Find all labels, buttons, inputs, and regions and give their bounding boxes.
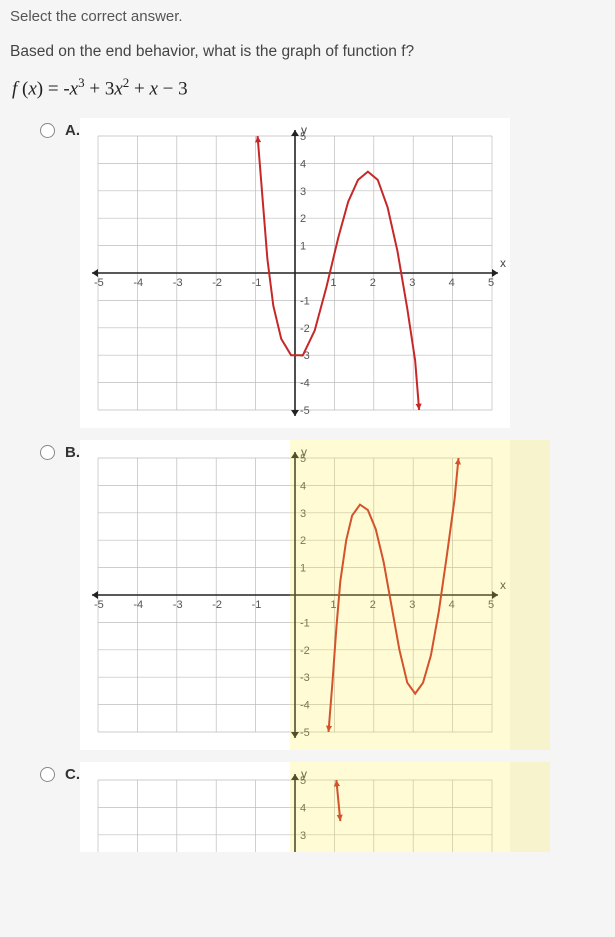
svg-text:y: y xyxy=(301,767,307,781)
svg-text:y: y xyxy=(301,123,307,137)
svg-text:-5: -5 xyxy=(300,727,310,739)
option-a-radio-wrap[interactable]: A. xyxy=(10,118,80,139)
option-a-label: A. xyxy=(65,122,80,139)
svg-text:-1: -1 xyxy=(252,277,262,289)
svg-text:-4: -4 xyxy=(300,700,310,712)
graph-b: -5-4-3-2-112345-5-4-3-2-112345xy xyxy=(80,440,510,750)
radio-icon xyxy=(40,767,55,782)
svg-text:3: 3 xyxy=(409,599,415,611)
option-b-row: B. -5-4-3-2-112345-5-4-3-2-112345xy xyxy=(10,440,605,750)
svg-text:5: 5 xyxy=(488,599,494,611)
svg-text:4: 4 xyxy=(300,481,306,493)
svg-text:-3: -3 xyxy=(300,673,310,685)
option-b-radio-wrap[interactable]: B. xyxy=(10,440,80,461)
svg-text:4: 4 xyxy=(449,599,455,611)
svg-text:1: 1 xyxy=(300,563,306,575)
svg-text:-4: -4 xyxy=(133,277,143,289)
svg-text:-1: -1 xyxy=(252,599,262,611)
svg-text:-1: -1 xyxy=(300,296,310,308)
svg-text:-4: -4 xyxy=(300,378,310,390)
option-c-label: C. xyxy=(65,766,80,783)
radio-icon xyxy=(40,123,55,138)
option-a-row: A. -5-4-3-2-112345-5-4-3-2-112345xy xyxy=(10,118,605,428)
svg-text:1: 1 xyxy=(330,277,336,289)
svg-text:5: 5 xyxy=(488,277,494,289)
svg-text:-3: -3 xyxy=(173,277,183,289)
option-c-row: C. -5-4-3-2-112345-5-4-3-2-112345xy xyxy=(10,762,605,852)
radio-icon xyxy=(40,445,55,460)
formula: f (x) = -x3 + 3x2 + x − 3 xyxy=(10,75,605,100)
svg-text:-3: -3 xyxy=(173,599,183,611)
svg-text:2: 2 xyxy=(370,599,376,611)
svg-text:3: 3 xyxy=(409,277,415,289)
option-b-label: B. xyxy=(65,444,80,461)
svg-text:3: 3 xyxy=(300,508,306,520)
svg-text:-2: -2 xyxy=(300,323,310,335)
graph-c: -5-4-3-2-112345-5-4-3-2-112345xy xyxy=(80,762,510,852)
svg-text:-2: -2 xyxy=(212,599,222,611)
instruction-text: Select the correct answer. xyxy=(10,8,605,25)
svg-text:2: 2 xyxy=(300,536,306,548)
question-text: Based on the end behavior, what is the g… xyxy=(10,43,605,61)
svg-text:1: 1 xyxy=(330,599,336,611)
svg-text:-1: -1 xyxy=(300,618,310,630)
svg-text:x: x xyxy=(500,578,506,592)
svg-text:-2: -2 xyxy=(212,277,222,289)
graph-a: -5-4-3-2-112345-5-4-3-2-112345xy xyxy=(80,118,510,428)
svg-text:-5: -5 xyxy=(94,599,104,611)
svg-text:4: 4 xyxy=(300,803,306,815)
svg-text:1: 1 xyxy=(300,241,306,253)
svg-text:4: 4 xyxy=(449,277,455,289)
svg-text:3: 3 xyxy=(300,186,306,198)
svg-text:y: y xyxy=(301,445,307,459)
svg-text:-2: -2 xyxy=(300,645,310,657)
svg-text:3: 3 xyxy=(300,830,306,842)
svg-text:x: x xyxy=(500,256,506,270)
svg-text:-5: -5 xyxy=(300,405,310,417)
option-c-radio-wrap[interactable]: C. xyxy=(10,762,80,783)
svg-text:4: 4 xyxy=(300,159,306,171)
svg-text:2: 2 xyxy=(370,277,376,289)
svg-text:2: 2 xyxy=(300,214,306,226)
svg-text:-5: -5 xyxy=(94,277,104,289)
svg-text:-4: -4 xyxy=(133,599,143,611)
